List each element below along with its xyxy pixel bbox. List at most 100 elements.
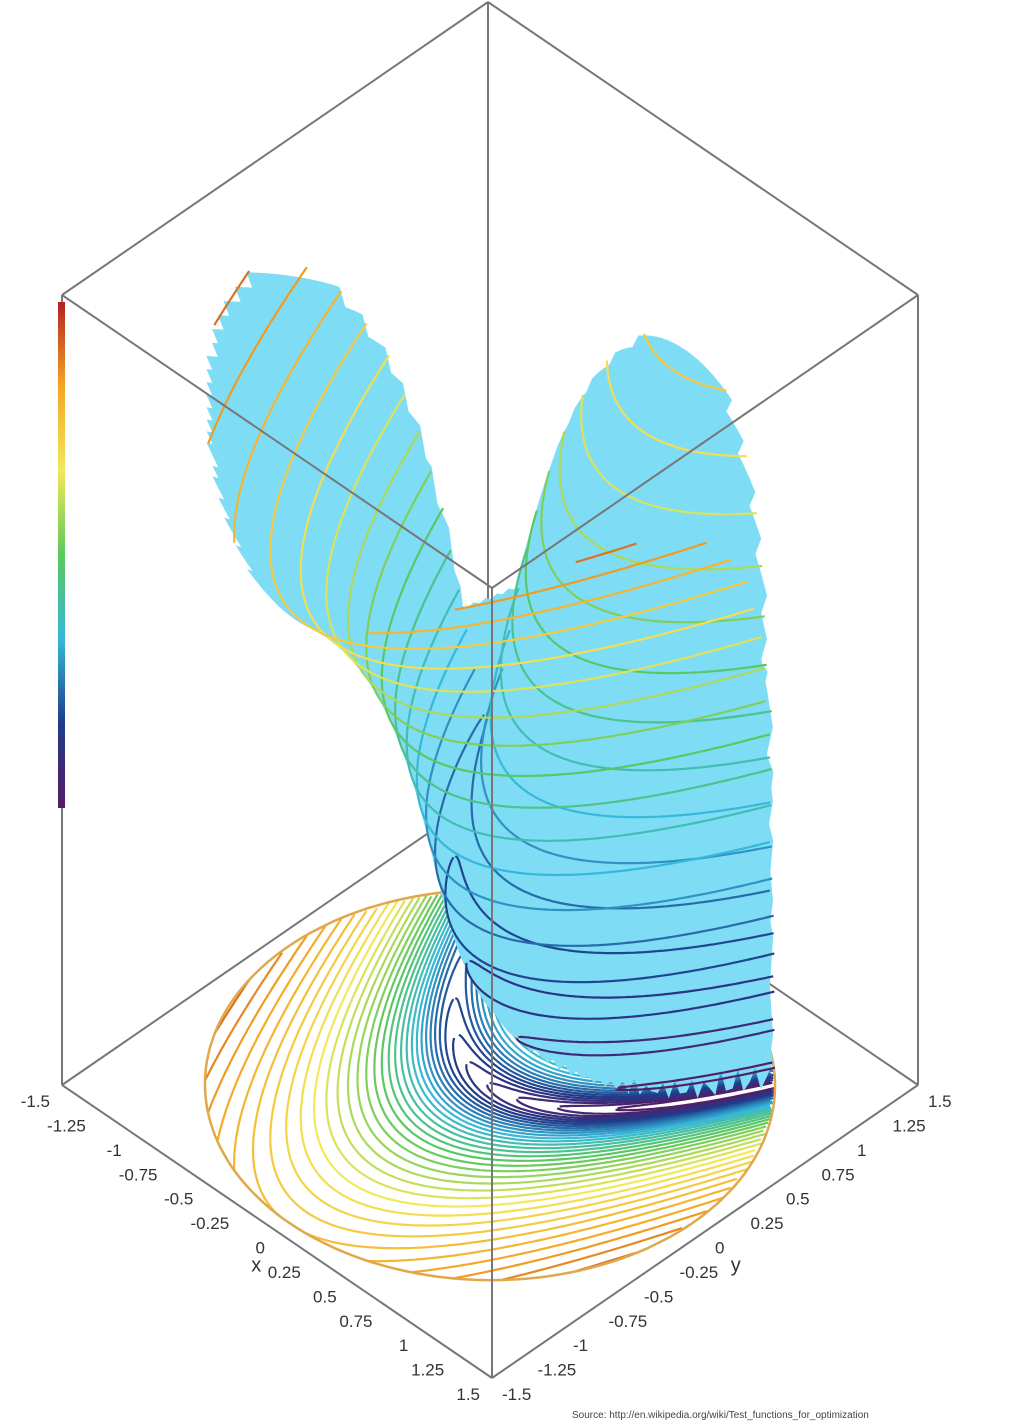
surface-contour <box>617 1061 773 1090</box>
surface-patch <box>760 818 774 904</box>
floor-contour <box>410 892 771 1143</box>
floor-contour <box>405 892 772 1146</box>
floor-contour <box>518 1078 774 1105</box>
surface-patch <box>760 1023 774 1088</box>
surface-contour <box>515 1028 775 1057</box>
floor-contour <box>454 996 774 1096</box>
floor-contour <box>325 900 762 1200</box>
surface-contour <box>465 962 775 1020</box>
x-tick-label: -1.25 <box>47 1116 86 1135</box>
box-top-edge <box>61 1 489 296</box>
surface-patch <box>754 571 768 616</box>
floor-contour <box>556 1088 773 1115</box>
surface-contour <box>213 270 637 564</box>
x-tick-label: 0.75 <box>339 1312 372 1331</box>
surface-patch <box>730 429 744 455</box>
surface-contour <box>346 431 766 719</box>
surface-contour <box>524 510 767 675</box>
y-tick-label: 1.5 <box>928 1092 952 1111</box>
floor-contour <box>207 935 708 1280</box>
surface-contour <box>558 431 763 571</box>
surface-contour <box>444 856 775 984</box>
floor-contour <box>373 893 769 1167</box>
surface-patch <box>719 390 733 413</box>
surface-contour <box>469 959 774 999</box>
floor-contour <box>387 891 772 1158</box>
surface-contour <box>325 393 762 693</box>
colorbar <box>58 302 65 808</box>
x-tick-label: 0.5 <box>313 1287 337 1306</box>
box-top-edge <box>491 294 919 589</box>
surface-contour <box>605 360 747 458</box>
floor-contour <box>415 892 770 1140</box>
surface-contour <box>470 712 771 910</box>
floor-contour <box>400 893 772 1150</box>
surface-contour <box>207 266 708 611</box>
y-tick-label: -1.25 <box>538 1361 577 1380</box>
box-top-edge <box>487 1 919 296</box>
surface-patch <box>748 519 762 556</box>
surface-patch <box>742 476 756 508</box>
x-tick-label: -1.5 <box>21 1092 50 1111</box>
floor-contour <box>251 913 738 1250</box>
colorbar-gradient <box>58 302 65 808</box>
x-axis-label: x <box>251 1254 261 1276</box>
surface-contour <box>511 548 772 724</box>
floor-contour <box>269 910 749 1238</box>
x-tick-label: 1 <box>399 1336 408 1355</box>
x-tick-label: -0.25 <box>190 1214 229 1233</box>
y-tick-label: -0.75 <box>609 1312 648 1331</box>
floor-contour <box>204 952 683 1281</box>
x-tick-label: -1 <box>107 1141 122 1160</box>
y-tick-label: -0.25 <box>680 1263 719 1282</box>
floor-contour <box>465 1064 775 1122</box>
box-floor-edge <box>491 1084 919 1379</box>
y-tick-label: 0.75 <box>822 1165 855 1184</box>
box-top-edge <box>61 294 493 589</box>
surface-contour <box>299 354 755 670</box>
surface-contour <box>365 470 767 747</box>
floor-contour <box>380 892 771 1162</box>
x-tick-label: 0.25 <box>268 1263 301 1282</box>
surface-contour <box>233 290 732 635</box>
floor-contour <box>233 918 732 1263</box>
box-floor-edge <box>61 1084 493 1379</box>
floor-contour <box>429 890 771 1132</box>
floor-contour <box>434 896 774 1130</box>
surface-contour <box>425 668 773 912</box>
y-tick-label: 0 <box>715 1239 724 1258</box>
surface-contour <box>269 322 749 650</box>
floor-contour <box>489 1078 771 1102</box>
surface-contour <box>642 333 727 392</box>
x-tick-label: 1.25 <box>411 1361 444 1380</box>
floor-contour <box>393 894 772 1154</box>
x-tick-label: -0.5 <box>164 1190 193 1209</box>
floor-contour <box>299 901 755 1217</box>
surface-contour <box>580 394 757 516</box>
floor-contour <box>559 1080 771 1108</box>
surface-contour <box>405 589 772 842</box>
floor-contour <box>425 891 773 1134</box>
y-axis-label: y <box>731 1254 741 1276</box>
axis-ticks: -1.5-1.25-1-0.75-0.5-0.2500.250.50.7511.… <box>21 1092 952 1404</box>
floor-contour <box>336 896 762 1192</box>
surface-patch <box>749 627 762 658</box>
surface-contour <box>415 628 770 877</box>
source-note: Source: http://en.wikipedia.org/wiki/Tes… <box>572 1410 869 1421</box>
surface-patch <box>754 662 768 701</box>
floor-contour <box>458 1033 772 1098</box>
y-tick-label: -1 <box>573 1336 588 1355</box>
y-tick-label: 0.25 <box>751 1214 784 1233</box>
floor-contour <box>452 1037 773 1124</box>
y-tick-label: -1.5 <box>502 1385 531 1404</box>
floor-contour <box>216 923 724 1274</box>
x-tick-label: 0 <box>256 1239 265 1258</box>
floor-contour <box>365 895 767 1173</box>
bounding-box-front <box>61 294 919 1379</box>
floor-contour <box>285 907 752 1227</box>
y-tick-label: 0.5 <box>786 1190 810 1209</box>
surface-contour <box>380 507 771 778</box>
function-surface <box>206 266 776 1099</box>
floor-contour <box>444 998 775 1125</box>
